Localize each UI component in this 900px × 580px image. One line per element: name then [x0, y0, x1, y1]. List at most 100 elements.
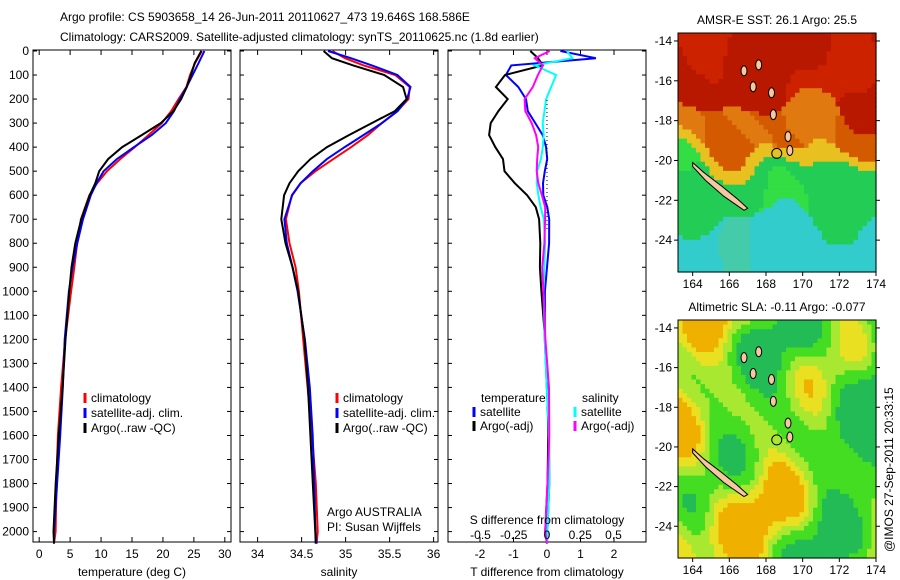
map-cell: [727, 56, 733, 62]
map-cell: [786, 235, 792, 241]
map-cell: [804, 388, 810, 394]
map-cell: [871, 425, 877, 431]
map-cell: [736, 342, 742, 349]
map-cell: [849, 535, 855, 541]
map-cell: [709, 342, 715, 349]
map-cell: [867, 207, 873, 213]
map-cell: [858, 143, 864, 149]
map-cell: [790, 226, 796, 232]
map-cell: [741, 516, 747, 522]
map-cell: [871, 439, 877, 445]
map-cell: [750, 221, 756, 227]
map-cell: [871, 521, 877, 527]
map-cell: [777, 429, 783, 435]
map-cell: [813, 324, 819, 330]
map-cell: [682, 516, 688, 522]
map-cell: [718, 411, 724, 417]
map-cell: [723, 493, 729, 500]
map-cell: [745, 535, 751, 541]
map-cell: [867, 212, 873, 218]
map-cell: [867, 420, 873, 426]
map-cell: [849, 526, 855, 532]
map-cell: [678, 471, 684, 477]
map-cell: [822, 46, 828, 52]
map-cell: [786, 166, 792, 172]
map-cell: [849, 244, 855, 250]
lon-tick-label: 174: [866, 563, 886, 577]
map-cell: [826, 516, 832, 522]
map-cell: [790, 170, 796, 177]
map-cell: [745, 461, 751, 468]
map-cell: [718, 267, 724, 273]
map-cell: [795, 416, 801, 422]
map-cell: [835, 267, 841, 273]
map-cell: [732, 235, 738, 241]
map-cell: [871, 115, 877, 121]
map-cell: [849, 143, 855, 149]
map-cell: [696, 147, 702, 154]
map-cell: [799, 338, 805, 344]
map-cell: [840, 352, 846, 358]
map-cell: [849, 120, 855, 126]
map-cell: [723, 212, 729, 218]
map-cell: [777, 544, 783, 550]
series-line-s-satellite: [531, 50, 575, 544]
map-cell: [849, 544, 855, 550]
map-cell: [696, 512, 702, 518]
map-cell: [817, 489, 823, 495]
map-cell: [745, 226, 751, 232]
map-cell: [831, 101, 837, 108]
map-cell: [826, 230, 832, 236]
map-cell: [687, 56, 693, 62]
map-cell: [736, 129, 742, 135]
map-cell: [777, 503, 783, 509]
map-cell: [853, 180, 859, 186]
map-cell: [826, 161, 832, 167]
map-cell: [840, 124, 846, 131]
map-cell: [723, 397, 729, 403]
map-cell: [705, 216, 711, 222]
map-cell: [682, 329, 688, 335]
map-cell: [808, 333, 814, 339]
map-cell: [813, 516, 819, 522]
map-cell: [723, 466, 729, 472]
map-cell: [840, 411, 846, 417]
map-cell: [804, 267, 810, 273]
map-cell: [858, 397, 864, 403]
depth-tick-label: 2000: [2, 525, 29, 539]
map-cell: [862, 526, 868, 532]
map-cell: [687, 507, 693, 513]
map-cell: [795, 235, 801, 241]
map-cell: [790, 216, 796, 222]
map-cell: [822, 184, 828, 190]
map-cell: [772, 461, 778, 468]
map-cell: [772, 106, 778, 112]
map-cell: [871, 333, 877, 339]
map-cell: [804, 544, 810, 550]
map-cell: [804, 512, 810, 518]
map-cell: [691, 124, 697, 131]
map-cell: [808, 320, 814, 326]
map-cell: [682, 338, 688, 344]
map-cell: [862, 56, 868, 62]
map-cell: [772, 539, 778, 545]
map-cell: [831, 407, 837, 413]
map-cell: [826, 65, 832, 71]
map-cell: [804, 397, 810, 403]
map-cell: [678, 216, 684, 222]
map-cell: [777, 471, 783, 477]
map-cell: [718, 516, 724, 522]
map-cell: [862, 92, 868, 98]
map-cell: [826, 97, 832, 103]
map-cell: [795, 452, 801, 458]
map-cell: [871, 106, 877, 112]
map-cell: [705, 407, 711, 413]
map-cell: [826, 170, 832, 177]
map-cell: [795, 498, 801, 504]
map-cell: [799, 180, 805, 186]
map-cell: [858, 138, 864, 144]
map-cell: [853, 60, 859, 66]
map-cell: [723, 434, 729, 440]
map-cell: [871, 170, 877, 177]
map-cell: [777, 267, 783, 273]
